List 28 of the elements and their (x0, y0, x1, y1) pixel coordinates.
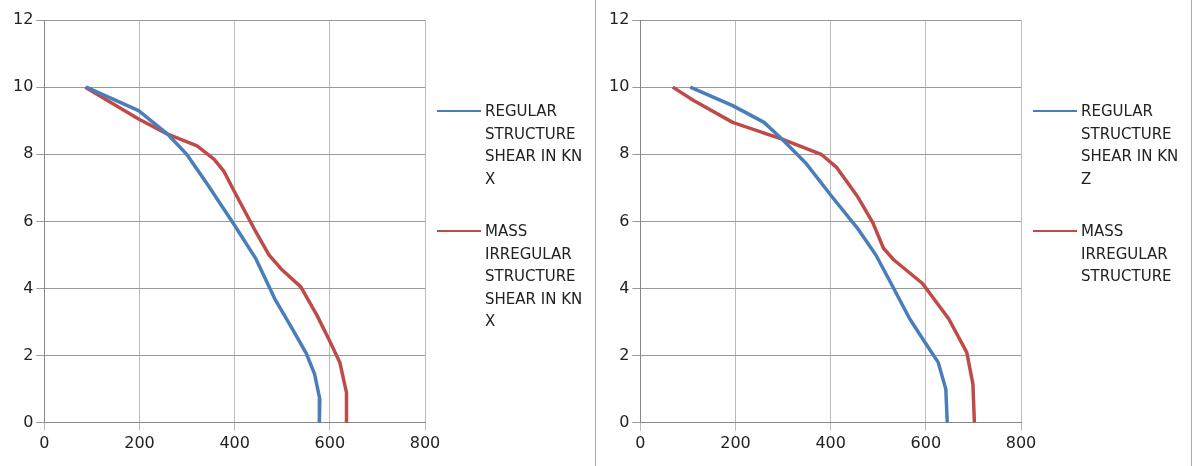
x-tick-label: 0 (635, 432, 646, 452)
y-tick-label: 12 (609, 9, 630, 29)
y-tick-label: 12 (13, 9, 34, 29)
y-tick-label: 6 (23, 210, 34, 230)
legend-label: REGULAR STRUCTURE SHEAR IN KN X (485, 101, 584, 190)
x-tick-label: 200 (124, 432, 155, 452)
y-tick-label: 10 (609, 76, 630, 96)
y-tick-label: 2 (23, 344, 34, 364)
legend-label: MASS IRREGULAR STRUCTURE SHEAR IN KN X (485, 221, 584, 332)
legend-label: MASS IRREGULAR STRUCTURE (1081, 221, 1173, 287)
x-tick-label: 400 (815, 432, 846, 452)
y-tick-label: 0 (23, 411, 34, 431)
legend-label: REGULAR STRUCTURE SHEAR IN KN Z (1081, 101, 1180, 190)
x-tick-label: 600 (314, 432, 346, 452)
y-tick-label: 8 (23, 143, 34, 163)
x-tick-label: 800 (1005, 432, 1037, 452)
x-tick-label: 600 (910, 432, 942, 452)
y-tick-label: 4 (619, 277, 630, 297)
x-tick-label: 800 (409, 432, 441, 452)
x-tick-label: 400 (219, 432, 250, 452)
y-tick-label: 6 (619, 210, 630, 230)
y-tick-label: 10 (13, 76, 34, 96)
y-tick-label: 2 (619, 344, 630, 364)
y-tick-label: 0 (619, 411, 630, 431)
y-tick-label: 8 (619, 143, 630, 163)
x-tick-label: 0 (39, 432, 50, 452)
x-tick-label: 200 (720, 432, 751, 452)
y-tick-label: 4 (23, 277, 34, 297)
